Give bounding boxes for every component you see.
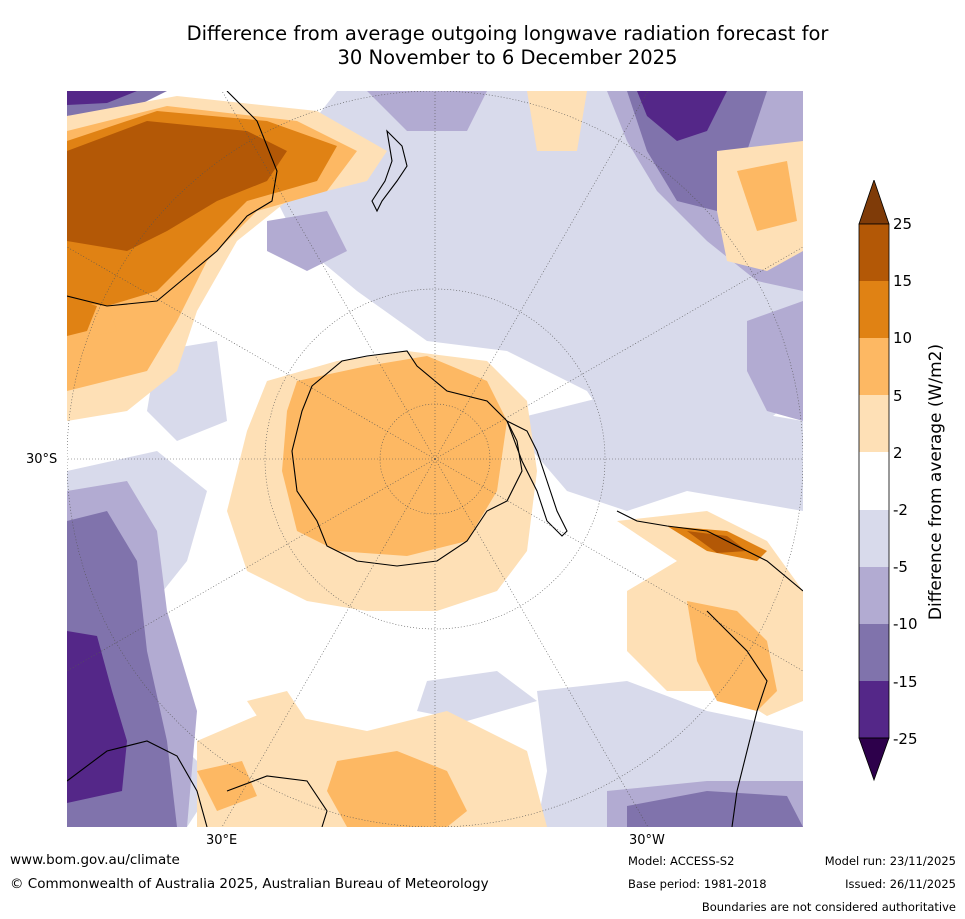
boundaries-disclaimer: Boundaries are not considered authoritat… xyxy=(701,900,956,914)
meridian-30w xyxy=(434,458,649,827)
model-run-date: Model run: 23/11/2025 xyxy=(824,854,956,868)
colorbar-tick-minus5: -5 xyxy=(893,558,908,576)
colorbar-tick-10: 10 xyxy=(893,329,913,347)
coastlines xyxy=(67,91,803,827)
colorbar-bin-10-15 xyxy=(859,281,889,338)
negative-anomaly-darkest xyxy=(67,91,727,803)
colorbar-bin-minus15-minus25 xyxy=(859,681,889,738)
positive-anomaly-darkest xyxy=(67,121,747,553)
lat-label-30s: 30°S xyxy=(26,452,58,467)
website-link[interactable]: www.bom.gov.au/climate xyxy=(10,852,180,868)
colorbar-tick-2: 2 xyxy=(893,444,903,462)
south-america-east xyxy=(706,610,768,827)
colorbar-tick-5: 5 xyxy=(893,387,903,405)
africa-coast xyxy=(67,740,208,827)
anomaly-map xyxy=(67,91,803,827)
graticule xyxy=(67,91,803,827)
meridian-150 xyxy=(221,91,436,460)
colorbar-bin-minus5-minus10 xyxy=(859,567,889,624)
antarctic-peninsula xyxy=(505,419,568,537)
colorbar-frame xyxy=(858,223,890,739)
colorbar-tick-minus10: -10 xyxy=(893,615,918,633)
colorbar-bin-minus2-minus5 xyxy=(859,510,889,567)
colorbar xyxy=(858,180,890,782)
colorbar-bin-neutral xyxy=(859,452,889,510)
antarctica-coast xyxy=(291,350,523,567)
chart-title: Difference from average outgoing longwav… xyxy=(0,22,965,70)
colorbar-bin-15-25 xyxy=(859,224,889,281)
colorbar-bin-2-5 xyxy=(859,395,889,452)
colorbar-bin-minus10-minus15 xyxy=(859,624,889,681)
base-period: Base period: 1981-2018 xyxy=(628,877,767,891)
new-zealand-coast xyxy=(371,129,408,213)
colorbar-extend-top xyxy=(858,180,890,225)
copyright-text: © Commonwealth of Australia 2025, Austra… xyxy=(10,876,489,892)
colorbar-extend-bottom xyxy=(858,737,890,782)
africa-south xyxy=(226,775,328,827)
model-name: Model: ACCESS-S2 xyxy=(628,854,735,868)
lon-label-30w: 30°W xyxy=(629,833,665,848)
colorbar-bin-5-10 xyxy=(859,338,889,395)
colorbar-tick-15: 15 xyxy=(893,272,913,290)
colorbar-tick-25: 25 xyxy=(893,215,913,233)
colorbar-tick-minus25: -25 xyxy=(893,730,918,748)
issued-date: Issued: 26/11/2025 xyxy=(845,877,956,891)
colorbar-label: Difference from average (W/m2) xyxy=(926,343,946,621)
title-line-2: 30 November to 6 December 2025 xyxy=(337,46,678,69)
lon-label-30e: 30°E xyxy=(206,833,238,848)
colorbar-tick-minus2: -2 xyxy=(893,501,908,519)
title-line-1: Difference from average outgoing longwav… xyxy=(186,22,829,45)
colorbar-tick-minus15: -15 xyxy=(893,673,918,691)
meridian-30e xyxy=(221,458,436,827)
south-america-coast xyxy=(616,510,803,592)
australia-coast xyxy=(67,91,278,307)
latitude-circle-60 xyxy=(264,288,606,630)
meridian-210 xyxy=(434,91,649,460)
